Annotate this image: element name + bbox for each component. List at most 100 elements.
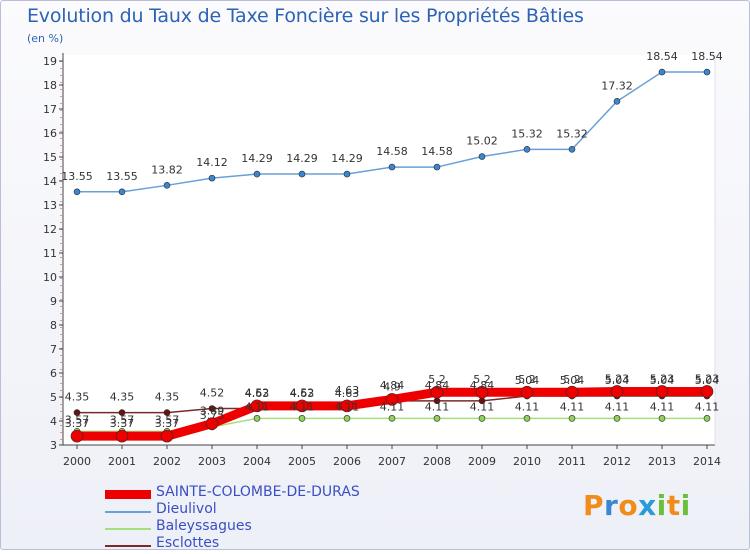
legend-label: Dieulivol (156, 501, 217, 517)
logo-letter: i (680, 489, 691, 522)
x-tick-label: 2001 (108, 455, 136, 468)
logo-letter: x (638, 489, 657, 522)
legend-label: SAINTE-COLOMBE-DE-DURAS (156, 484, 360, 500)
data-label: 4.11 (515, 400, 540, 413)
data-point (208, 174, 216, 182)
data-label: 13.82 (151, 163, 183, 176)
data-label: 4.84 (425, 379, 450, 392)
legend-label: Esclottes (156, 535, 220, 551)
legend-swatch-dieulivol (105, 511, 151, 513)
chart-title: Evolution du Taux de Taxe Foncière sur l… (27, 5, 584, 27)
data-point (475, 385, 489, 399)
data-label: 13.55 (106, 170, 138, 183)
logo-letter: i (656, 489, 667, 522)
data-label: 4.52 (290, 387, 315, 400)
data-label: 3.89 (200, 405, 225, 418)
data-point (388, 415, 396, 422)
data-label: 5.04 (605, 374, 630, 387)
y-tick-label: 17 (43, 103, 57, 116)
x-tick-label: 2007 (378, 455, 406, 468)
data-label: 4.11 (245, 400, 270, 413)
data-point (340, 399, 354, 413)
x-tick-label: 2010 (513, 455, 541, 468)
data-point (520, 385, 534, 399)
data-label: 14.58 (376, 145, 408, 158)
data-label: 4.63 (245, 387, 270, 400)
x-tick-label: 2009 (468, 455, 496, 468)
legend-swatch-esclottes (105, 545, 151, 547)
data-point (298, 170, 306, 178)
x-tick-label: 2014 (693, 455, 721, 468)
x-tick-label: 2011 (558, 455, 586, 468)
legend-swatch-sainte-colombe (105, 490, 151, 499)
data-label: 4.84 (380, 379, 405, 392)
data-label: 4.52 (200, 387, 225, 400)
data-label: 5.23 (650, 372, 675, 385)
data-label: 4.11 (335, 400, 360, 413)
y-tick-label: 14 (43, 175, 57, 188)
legend-swatch-baleyssagues (105, 528, 151, 530)
data-label: 5.04 (515, 374, 540, 387)
x-tick-label: 2005 (288, 455, 316, 468)
x-tick-label: 2002 (153, 455, 181, 468)
y-tick-label: 3 (50, 439, 57, 452)
y-tick-label: 7 (50, 343, 57, 356)
y-tick-label: 10 (43, 271, 57, 284)
data-label: 4.35 (65, 391, 90, 404)
logo-letter: r (604, 489, 619, 522)
data-label: 4.11 (380, 400, 405, 413)
data-label: 5.04 (695, 374, 720, 387)
y-tick-label: 19 (43, 55, 57, 68)
data-point (115, 429, 129, 443)
x-tick-label: 2012 (603, 455, 631, 468)
data-point (343, 415, 351, 422)
data-point (163, 409, 171, 416)
data-point (568, 415, 576, 422)
data-point (703, 68, 711, 76)
data-point (343, 170, 351, 178)
data-label: 15.32 (556, 127, 588, 140)
data-label: 13.55 (61, 170, 93, 183)
plot-area (63, 55, 715, 445)
data-label: 4.35 (155, 391, 180, 404)
data-label: 5.2 (563, 373, 581, 386)
data-label: 4.63 (290, 387, 315, 400)
data-label: 15.02 (466, 135, 498, 148)
legend-label: Baleyssagues (156, 518, 252, 534)
data-label: 4.11 (560, 400, 585, 413)
chart-subtitle: (en %) (27, 32, 64, 45)
logo-letter: o (618, 489, 639, 522)
data-label: 14.58 (421, 145, 453, 158)
data-point (388, 163, 396, 171)
data-label: 5.2 (518, 373, 536, 386)
data-label: 17.32 (601, 79, 633, 92)
data-point (118, 188, 126, 196)
data-point (205, 417, 219, 430)
data-label: 4.52 (245, 387, 270, 400)
data-label: 3.37 (155, 417, 180, 430)
data-point (523, 146, 531, 153)
data-point (703, 415, 711, 422)
data-point (613, 415, 621, 422)
data-label: 3.57 (65, 413, 90, 426)
data-point (655, 385, 669, 398)
data-label: 14.29 (331, 152, 363, 165)
data-point (700, 385, 714, 398)
data-point (118, 409, 126, 416)
data-label: 4.84 (470, 379, 495, 392)
y-tick-label: 9 (50, 295, 57, 308)
y-tick-label: 6 (50, 367, 57, 380)
proxiti-logo: Proxiti (583, 489, 691, 522)
data-point (433, 163, 441, 171)
data-point (523, 415, 531, 422)
data-label: 14.29 (241, 152, 273, 165)
data-label: 14.29 (286, 152, 318, 165)
data-point (478, 153, 486, 160)
data-label: 4.11 (695, 400, 720, 413)
data-label: 4.9 (383, 380, 401, 393)
data-point (253, 170, 261, 178)
data-label: 3.75 (200, 409, 225, 422)
logo-letter: t (666, 489, 681, 522)
data-point (385, 393, 399, 406)
